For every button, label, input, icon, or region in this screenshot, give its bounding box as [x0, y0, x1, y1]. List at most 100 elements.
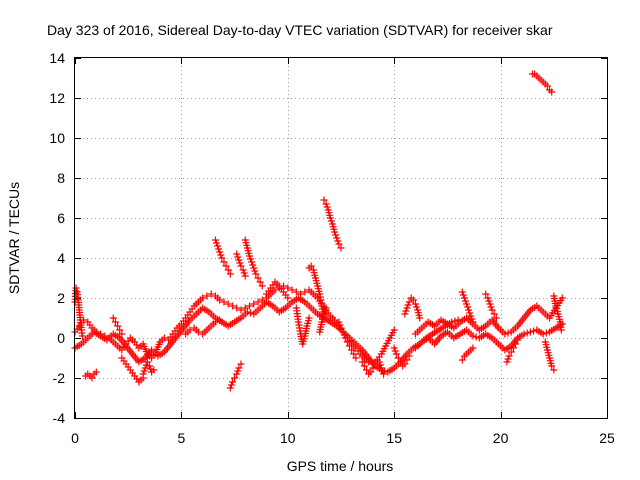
data-point: [482, 290, 490, 298]
y-tick-label: -2: [53, 370, 66, 386]
data-point: [504, 329, 512, 337]
data-point: [140, 367, 148, 375]
data-point: [403, 304, 411, 312]
data-point: [217, 251, 225, 259]
data-point: [390, 344, 398, 352]
data-point: [207, 290, 215, 298]
data-point: [211, 318, 219, 326]
data-point: [390, 326, 398, 334]
data-point: [511, 340, 519, 348]
data-point: [143, 358, 151, 366]
data-point: [404, 301, 412, 309]
data-point: [401, 310, 409, 318]
plot-frame: [74, 57, 608, 419]
data-point: [211, 236, 219, 244]
data-point: [237, 360, 245, 368]
data-point: [214, 242, 222, 250]
data-point: [369, 364, 377, 372]
y-tick-label: 10: [49, 130, 65, 146]
data-point: [226, 384, 234, 392]
data-point: [337, 324, 345, 332]
data-point: [348, 346, 356, 354]
data-point: [251, 267, 259, 275]
grid: [75, 58, 607, 418]
data-point: [461, 297, 469, 305]
chart-title: Day 323 of 2016, Sidereal Day-to-day VTE…: [47, 22, 553, 38]
data-point: [466, 309, 474, 317]
data-point: [118, 330, 126, 338]
data-point: [111, 318, 119, 326]
data-point: [160, 334, 168, 342]
data-point: [215, 245, 223, 253]
data-point: [557, 326, 565, 334]
data-point: [233, 250, 241, 258]
data-point: [367, 368, 375, 376]
data-point: [284, 284, 292, 292]
data-point: [145, 362, 153, 370]
data-point: [520, 330, 528, 338]
data-point: [147, 365, 155, 373]
tick-labels: 0 5 10 15 20 25 -4 -2 0 2 4 6 8 10 12 14: [49, 50, 615, 446]
data-point: [486, 300, 494, 308]
data-point: [514, 336, 522, 344]
data-point: [203, 292, 211, 300]
data-point: [403, 356, 411, 364]
data-point: [335, 318, 343, 326]
data-point: [550, 366, 558, 374]
data-point: [501, 330, 509, 338]
data-point: [378, 367, 386, 375]
data-point: [288, 286, 296, 294]
data-point: [463, 300, 471, 308]
data-point: [451, 317, 459, 325]
data-point: [337, 244, 345, 252]
data-point: [326, 214, 334, 222]
data-point: [233, 370, 241, 378]
data-point: [465, 306, 473, 314]
data-point: [397, 358, 405, 366]
data-point: [141, 364, 149, 372]
data-point: [292, 288, 300, 296]
data-point: [377, 364, 385, 372]
data-point: [236, 259, 244, 267]
data-point: [464, 303, 472, 311]
data-point: [485, 297, 493, 305]
y-tick-label: 0: [57, 330, 65, 346]
data-point: [402, 307, 410, 315]
data-point: [469, 318, 477, 326]
x-tick-label: 10: [280, 430, 296, 446]
data-point: [558, 294, 566, 302]
data-point: [469, 344, 477, 352]
data-point: [142, 361, 150, 369]
data-point: [467, 312, 475, 320]
data-point: [346, 342, 354, 350]
data-point: [459, 291, 467, 299]
data-point: [245, 302, 253, 310]
data-point: [301, 288, 309, 296]
data-point: [186, 326, 194, 334]
data-point: [340, 331, 348, 339]
data-point: [227, 381, 235, 389]
data-point: [258, 282, 266, 290]
data-point: [333, 234, 341, 242]
data-point: [216, 248, 224, 256]
data-point: [548, 88, 556, 96]
data-point: [352, 354, 360, 362]
data-point: [505, 352, 513, 360]
data-point: [254, 274, 262, 282]
data-point: [327, 217, 335, 225]
data-point: [405, 352, 413, 360]
data-point: [88, 374, 96, 382]
x-tick-label: 15: [386, 430, 402, 446]
data-point: [322, 304, 330, 312]
data-point: [458, 288, 466, 296]
data-point: [484, 294, 492, 302]
data-point: [245, 252, 253, 260]
data-point: [228, 378, 236, 386]
data-point: [80, 316, 88, 324]
y-tick-label: 2: [57, 290, 65, 306]
data-point: [239, 266, 247, 274]
data-point: [363, 366, 371, 374]
data-point: [237, 262, 245, 270]
data-point: [335, 240, 343, 248]
